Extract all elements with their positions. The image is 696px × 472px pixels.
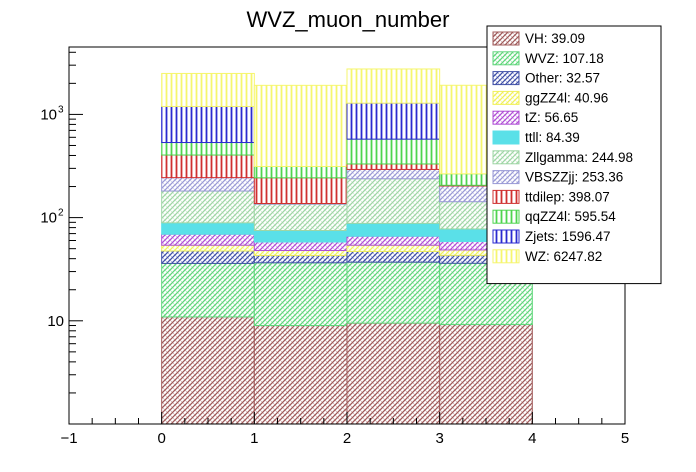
y-tick-label: 10 [40, 106, 57, 123]
bars-layer [161, 68, 533, 425]
legend-label-ggzz4l: ggZZ4l: 40.96 [525, 90, 608, 105]
bar-zllgamma-bin-1 [253, 203, 348, 231]
y-tick-exponent: 2 [58, 208, 64, 219]
bar-other-bin-1 [253, 254, 348, 264]
legend-swatch-vh [492, 31, 520, 46]
bar-zllgamma-bin-2 [346, 178, 441, 224]
legend: VH: 39.09 WVZ: 107.18 Other: 32.57 ggZZ4l: … [486, 25, 662, 285]
legend-label-ttdilep: ttdilep: 398.07 [525, 189, 610, 204]
legend-swatch-wz [492, 249, 520, 264]
legend-swatch-wvz [492, 51, 520, 66]
bar-ttdilep-bin-2 [346, 163, 441, 170]
legend-swatch-other [492, 71, 520, 86]
y-tick-label: 10 [40, 210, 57, 227]
bar-wz-bin-2 [346, 68, 441, 104]
x-tick-label: 0 [157, 430, 165, 447]
bar-ttll-bin-0 [161, 222, 255, 235]
legend-swatch-ttll [492, 130, 520, 145]
bar-other-bin-0 [161, 250, 255, 264]
legend-label-vbszzjj: VBSZZjj: 253.36 [525, 170, 623, 185]
legend-swatch-ttdilep [492, 189, 520, 204]
bar-qqzz4l-bin-2 [346, 138, 441, 165]
legend-label-other: Other: 32.57 [525, 71, 600, 86]
y-tick-label: 10 [47, 313, 64, 330]
x-tick-label: 2 [343, 430, 351, 447]
x-tick-label: 4 [528, 430, 536, 447]
legend-label-zllgamma: Zllgamma: 244.98 [525, 150, 633, 165]
chart-title: WVZ_muon_number [247, 7, 450, 32]
x-tick-label: 3 [435, 430, 443, 447]
bar-ggzz4l-bin-2 [346, 244, 441, 252]
legend-swatch-zllgamma [492, 150, 520, 165]
bar-wvz-bin-2 [346, 261, 441, 324]
bar-tz-bin-0 [161, 233, 255, 246]
legend-swatch-vbszzjj [492, 170, 520, 185]
legend-label-vh: VH: 39.09 [525, 31, 585, 46]
bar-wz-bin-1 [253, 84, 348, 167]
bar-qqzz4l-bin-1 [253, 165, 348, 179]
legend-swatch-qqzz4l [492, 209, 520, 224]
bar-ttdilep-bin-0 [161, 154, 255, 179]
legend-label-ttll: ttll: 84.39 [525, 130, 580, 145]
legend-label-wvz: WVZ: 107.18 [525, 51, 604, 66]
legend-swatch-zjets [492, 229, 520, 244]
legend-label-wz: WZ: 6247.82 [525, 249, 602, 264]
x-tick-label: 1 [250, 430, 258, 447]
bar-wvz-bin-0 [161, 262, 255, 318]
x-tick-label: 5 [621, 430, 629, 447]
bar-ttll-bin-2 [346, 222, 441, 237]
bar-qqzz4l-bin-0 [161, 142, 255, 156]
bar-zllgamma-bin-0 [161, 190, 255, 224]
bar-vbszzjj-bin-0 [161, 177, 255, 192]
bar-tz-bin-2 [346, 235, 441, 246]
bar-zjets-bin-0 [161, 105, 255, 144]
bar-vh-bin-0 [161, 316, 255, 425]
legend-label-tz: tZ: 56.65 [525, 110, 578, 125]
bar-zjets-bin-2 [346, 102, 441, 140]
x-tick-label: −1 [60, 430, 77, 447]
y-tick-exponent: 3 [58, 104, 64, 115]
legend-label-qqzz4l: qqZZ4l: 595.54 [525, 209, 616, 224]
bar-vh-bin-2 [346, 322, 441, 425]
bar-tz-bin-1 [253, 241, 348, 252]
legend-swatch-ggzz4l [492, 90, 520, 105]
bar-vbszzjj-bin-2 [346, 168, 441, 180]
bar-wz-bin-0 [161, 72, 255, 107]
bar-vh-bin-3 [439, 324, 533, 425]
legend-swatch-tz [492, 110, 520, 125]
bar-ttll-bin-1 [253, 229, 348, 243]
bar-ggzz4l-bin-0 [161, 244, 255, 252]
bar-wvz-bin-1 [253, 262, 348, 327]
bar-ttdilep-bin-1 [253, 177, 348, 204]
bar-other-bin-2 [346, 250, 441, 263]
bar-ggzz4l-bin-1 [253, 250, 348, 256]
bar-vh-bin-1 [253, 325, 348, 425]
legend-label-zjets: Zjets: 1596.47 [525, 229, 611, 244]
